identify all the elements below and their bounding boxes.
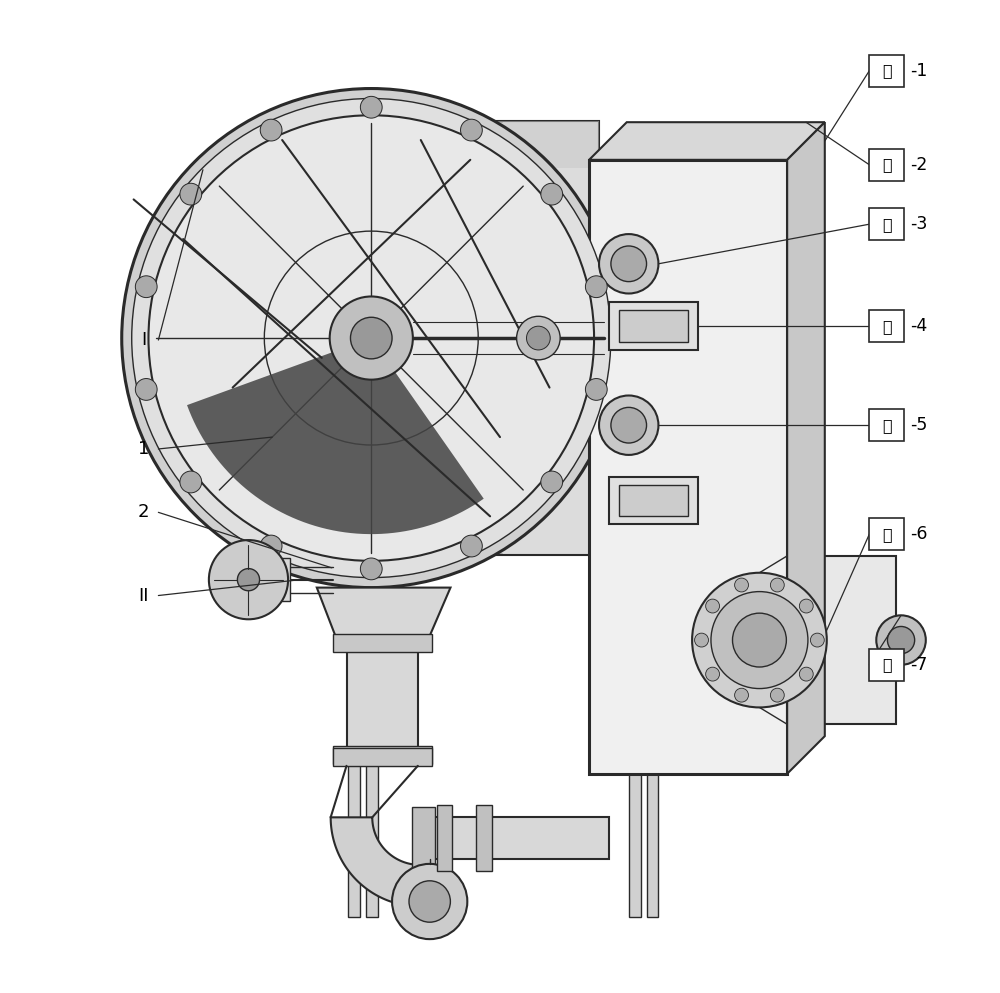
Circle shape xyxy=(735,578,748,592)
Circle shape xyxy=(706,599,720,613)
Polygon shape xyxy=(787,122,825,774)
Circle shape xyxy=(611,246,647,282)
Circle shape xyxy=(692,573,827,707)
Text: -5: -5 xyxy=(910,416,927,434)
Polygon shape xyxy=(236,558,290,602)
Circle shape xyxy=(695,634,708,647)
Circle shape xyxy=(526,326,550,350)
Text: -4: -4 xyxy=(910,317,927,336)
Bar xyxy=(869,649,904,680)
Circle shape xyxy=(887,627,915,653)
Circle shape xyxy=(733,613,786,667)
Circle shape xyxy=(461,119,482,141)
Circle shape xyxy=(135,378,157,400)
Circle shape xyxy=(706,667,720,681)
Polygon shape xyxy=(412,807,435,869)
Text: 四: 四 xyxy=(882,657,891,672)
Bar xyxy=(869,55,904,86)
Text: -3: -3 xyxy=(910,215,927,233)
Polygon shape xyxy=(187,338,484,534)
Circle shape xyxy=(122,88,621,588)
Text: 1: 1 xyxy=(138,440,149,458)
Text: 四: 四 xyxy=(882,418,891,433)
Polygon shape xyxy=(437,805,452,871)
Circle shape xyxy=(132,98,611,578)
Polygon shape xyxy=(589,122,825,160)
Circle shape xyxy=(148,115,594,561)
Circle shape xyxy=(541,184,563,205)
Circle shape xyxy=(135,276,157,298)
Circle shape xyxy=(392,864,467,939)
Polygon shape xyxy=(317,588,450,652)
Circle shape xyxy=(799,599,813,613)
Polygon shape xyxy=(629,774,641,918)
Text: 四: 四 xyxy=(882,319,891,334)
Polygon shape xyxy=(348,748,360,918)
Circle shape xyxy=(876,616,926,665)
Circle shape xyxy=(711,592,808,688)
Circle shape xyxy=(585,276,607,298)
Bar xyxy=(619,311,688,342)
Text: 四: 四 xyxy=(882,64,891,78)
Circle shape xyxy=(330,297,413,379)
Bar xyxy=(869,518,904,550)
Polygon shape xyxy=(366,748,378,918)
Circle shape xyxy=(599,234,658,294)
Polygon shape xyxy=(589,160,787,774)
Bar xyxy=(869,149,904,181)
Polygon shape xyxy=(495,121,599,555)
Bar xyxy=(619,485,688,516)
Circle shape xyxy=(599,395,658,455)
Circle shape xyxy=(180,184,202,205)
Polygon shape xyxy=(333,746,432,764)
Circle shape xyxy=(517,317,560,359)
Text: -2: -2 xyxy=(910,156,927,174)
Polygon shape xyxy=(787,556,896,724)
Text: I: I xyxy=(141,331,146,350)
Bar xyxy=(609,303,698,350)
Text: -6: -6 xyxy=(910,525,927,543)
Circle shape xyxy=(770,578,784,592)
Text: -7: -7 xyxy=(910,655,927,674)
Circle shape xyxy=(585,378,607,400)
Circle shape xyxy=(810,634,824,647)
Polygon shape xyxy=(476,805,492,871)
Circle shape xyxy=(611,407,647,443)
Polygon shape xyxy=(647,774,658,918)
Circle shape xyxy=(541,471,563,493)
Circle shape xyxy=(350,318,392,358)
Polygon shape xyxy=(333,748,432,766)
Text: -1: -1 xyxy=(910,62,927,79)
Circle shape xyxy=(237,569,260,591)
Circle shape xyxy=(180,471,202,493)
Polygon shape xyxy=(347,652,418,766)
Text: 四: 四 xyxy=(882,157,891,172)
Bar xyxy=(869,209,904,240)
Circle shape xyxy=(799,667,813,681)
Polygon shape xyxy=(495,121,599,169)
Text: 四: 四 xyxy=(882,216,891,231)
Circle shape xyxy=(260,535,282,557)
Polygon shape xyxy=(331,817,420,907)
Text: 四: 四 xyxy=(882,526,891,541)
Circle shape xyxy=(770,688,784,702)
Circle shape xyxy=(360,96,382,118)
Circle shape xyxy=(209,540,288,620)
Circle shape xyxy=(461,535,482,557)
Bar xyxy=(609,477,698,524)
Circle shape xyxy=(409,881,450,922)
Circle shape xyxy=(735,688,748,702)
Polygon shape xyxy=(333,635,432,652)
Circle shape xyxy=(360,558,382,580)
Polygon shape xyxy=(420,817,609,859)
Text: II: II xyxy=(138,587,149,605)
Text: 2: 2 xyxy=(138,503,149,521)
Bar xyxy=(869,311,904,342)
Circle shape xyxy=(260,119,282,141)
Bar xyxy=(869,409,904,441)
